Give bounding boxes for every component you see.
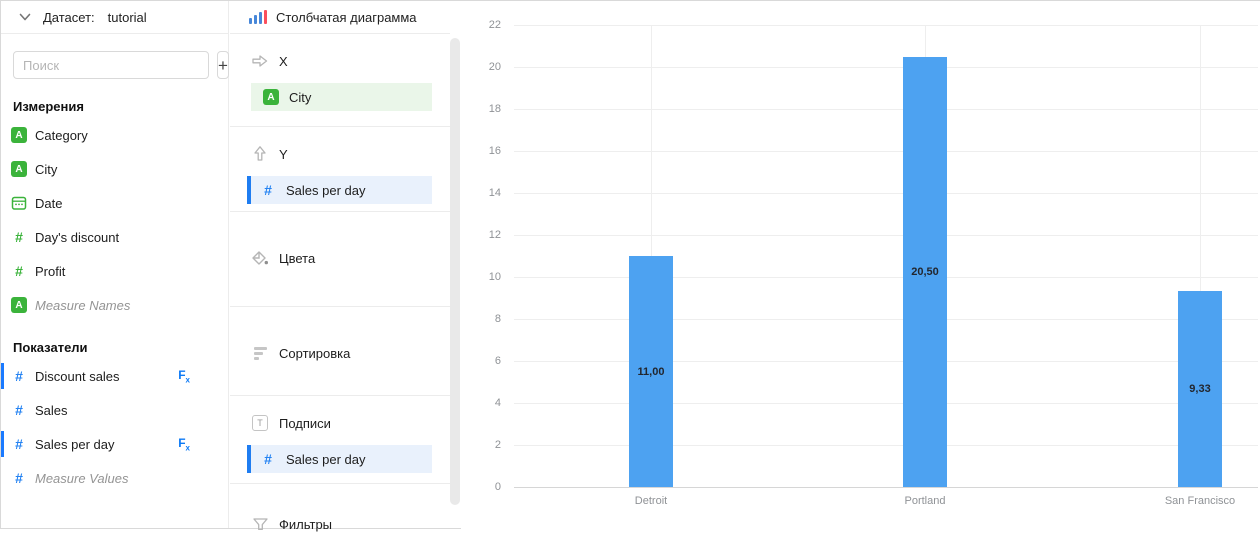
bar-value-label: 20,50	[911, 265, 939, 278]
number-field-icon: #	[15, 263, 23, 279]
number-field-icon: #	[15, 229, 23, 245]
y-axis-tick-label: 6	[494, 355, 501, 367]
filter-funnel-icon	[251, 516, 269, 532]
number-field-icon: #	[15, 436, 23, 452]
field-row-date[interactable]: Date	[1, 186, 228, 220]
y-gridline	[514, 67, 1258, 68]
number-field-icon: #	[15, 402, 23, 418]
y-gridline	[514, 151, 1258, 152]
section-colors[interactable]: Цвета	[230, 212, 450, 307]
arrow-right-icon	[251, 53, 269, 69]
bar-chart-icon	[249, 10, 267, 24]
number-field-icon: #	[264, 182, 272, 198]
dataset-header[interactable]: Датасет: tutorial	[1, 1, 228, 34]
panel-scrollbar[interactable]	[450, 38, 460, 505]
y-axis-tick-label: 4	[494, 397, 501, 409]
section-x: X A City	[230, 34, 450, 127]
x-section-label: X	[279, 53, 288, 69]
filters-section-label: Фильтры	[279, 516, 333, 532]
y-gridline	[514, 403, 1258, 404]
field-row-sales-per-day[interactable]: # Sales per day Fx	[1, 427, 228, 461]
string-field-icon: A	[11, 161, 27, 177]
bar-chart: 0 2 4 6 8 10 12 14 16 18 20 22 11,00 Detroit 20,50 Port…	[461, 1, 1260, 530]
x-axis-category-label: San Francisco	[1164, 495, 1236, 507]
field-row-discount-sales[interactable]: # Discount sales Fx	[1, 359, 228, 393]
section-sort[interactable]: Сортировка	[230, 307, 450, 396]
number-field-icon: #	[264, 451, 272, 467]
labels-field-chip[interactable]: # Sales per day	[247, 445, 432, 473]
y-section-label: Y	[279, 146, 288, 162]
labels-section-label: Подписи	[279, 415, 331, 431]
y-axis-tick-label: 12	[488, 229, 501, 241]
y-gridline	[514, 109, 1258, 110]
y-axis-tick-label: 20	[488, 61, 501, 73]
field-row-category[interactable]: A Category	[1, 118, 228, 152]
dataset-sidebar: Датасет: tutorial + Измерения A Category…	[1, 1, 229, 528]
section-labels: T Подписи # Sales per day	[230, 396, 450, 484]
chart-type-title: Столбчатая диаграмма	[276, 9, 417, 25]
field-row-days-discount[interactable]: # Day's discount	[1, 220, 228, 254]
x-field-chip[interactable]: A City	[251, 83, 432, 111]
y-gridline	[514, 361, 1258, 362]
arrow-up-icon	[251, 146, 269, 162]
y-axis-tick-label: 8	[494, 313, 501, 325]
y-axis-tick-label: 14	[488, 187, 501, 199]
formula-icon[interactable]: Fx	[178, 435, 190, 453]
bar-value-label: 9,33	[1189, 383, 1211, 396]
formula-icon[interactable]: Fx	[178, 367, 190, 385]
y-axis-tick-label: 10	[488, 271, 501, 283]
y-gridline	[514, 235, 1258, 236]
y-field-chip[interactable]: # Sales per day	[247, 176, 432, 204]
sort-icon	[251, 345, 269, 361]
colors-section-label: Цвета	[279, 250, 316, 266]
string-field-icon: A	[263, 89, 279, 105]
string-field-icon: A	[11, 127, 27, 143]
x-axis-line	[514, 487, 1258, 488]
y-axis-tick-label: 2	[494, 439, 501, 451]
section-filters[interactable]: Фильтры	[230, 484, 450, 532]
calendar-icon	[11, 195, 27, 211]
y-gridline	[514, 445, 1258, 446]
bar-portland[interactable]	[903, 56, 947, 487]
bar-detroit[interactable]	[629, 256, 673, 487]
y-gridline	[514, 193, 1258, 194]
field-row-sales[interactable]: # Sales	[1, 393, 228, 427]
section-y: Y # Sales per day	[230, 127, 450, 212]
search-input[interactable]	[13, 51, 209, 79]
x-axis-category-label: Detroit	[634, 495, 668, 507]
field-row-measure-names[interactable]: A Measure Names	[1, 288, 228, 322]
field-row-profit[interactable]: # Profit	[1, 254, 228, 288]
x-gridline	[1200, 25, 1201, 487]
text-label-icon: T	[251, 415, 269, 431]
add-field-button[interactable]: +	[217, 51, 229, 79]
y-axis-tick-label: 18	[488, 103, 501, 115]
chevron-down-icon[interactable]	[18, 10, 32, 24]
paint-bucket-icon	[251, 250, 269, 266]
field-row-city[interactable]: A City	[1, 152, 228, 186]
y-axis-tick-label: 0	[494, 481, 501, 493]
dataset-name[interactable]: tutorial	[107, 9, 147, 25]
y-gridline	[514, 277, 1258, 278]
string-field-icon: A	[11, 297, 27, 313]
dataset-label: Датасет:	[43, 9, 95, 25]
chart-type-header[interactable]: Столбчатая диаграмма	[230, 1, 450, 34]
field-row-measure-values[interactable]: # Measure Values	[1, 461, 228, 495]
y-gridline	[514, 25, 1258, 26]
x-axis-category-label: Portland	[904, 495, 946, 507]
y-axis-tick-label: 22	[488, 19, 501, 31]
measures-title: Показатели	[13, 340, 88, 355]
number-field-icon: #	[15, 368, 23, 384]
chart-config-panel: Столбчатая диаграмма X A City Y # Sales …	[230, 1, 450, 532]
sort-section-label: Сортировка	[279, 345, 351, 361]
number-field-icon: #	[15, 470, 23, 486]
y-axis-tick-label: 16	[488, 145, 501, 157]
y-gridline	[514, 319, 1258, 320]
bar-san-francisco[interactable]	[1178, 291, 1222, 487]
bar-value-label: 11,00	[637, 365, 665, 378]
dimensions-title: Измерения	[13, 99, 84, 114]
